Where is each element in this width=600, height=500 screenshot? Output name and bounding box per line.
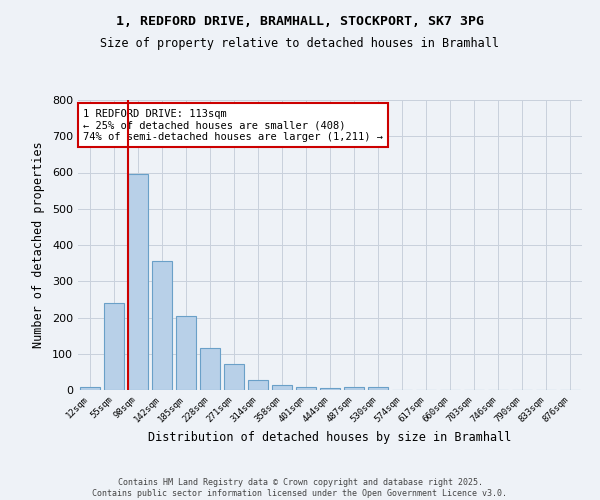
Bar: [272, 384, 292, 390]
Bar: [248, 380, 268, 390]
Text: 1, REDFORD DRIVE, BRAMHALL, STOCKPORT, SK7 3PG: 1, REDFORD DRIVE, BRAMHALL, STOCKPORT, S…: [116, 15, 484, 28]
Y-axis label: Number of detached properties: Number of detached properties: [32, 142, 45, 348]
Bar: [296, 387, 316, 390]
Bar: [80, 387, 100, 390]
Text: Size of property relative to detached houses in Bramhall: Size of property relative to detached ho…: [101, 38, 499, 51]
Text: Contains HM Land Registry data © Crown copyright and database right 2025.
Contai: Contains HM Land Registry data © Crown c…: [92, 478, 508, 498]
X-axis label: Distribution of detached houses by size in Bramhall: Distribution of detached houses by size …: [148, 431, 512, 444]
Bar: [368, 387, 388, 390]
Bar: [224, 364, 244, 390]
Bar: [128, 174, 148, 390]
Bar: [104, 303, 124, 390]
Bar: [320, 388, 340, 390]
Bar: [176, 316, 196, 390]
Bar: [200, 348, 220, 390]
Text: 1 REDFORD DRIVE: 113sqm
← 25% of detached houses are smaller (408)
74% of semi-d: 1 REDFORD DRIVE: 113sqm ← 25% of detache…: [83, 108, 383, 142]
Bar: [152, 262, 172, 390]
Bar: [344, 387, 364, 390]
